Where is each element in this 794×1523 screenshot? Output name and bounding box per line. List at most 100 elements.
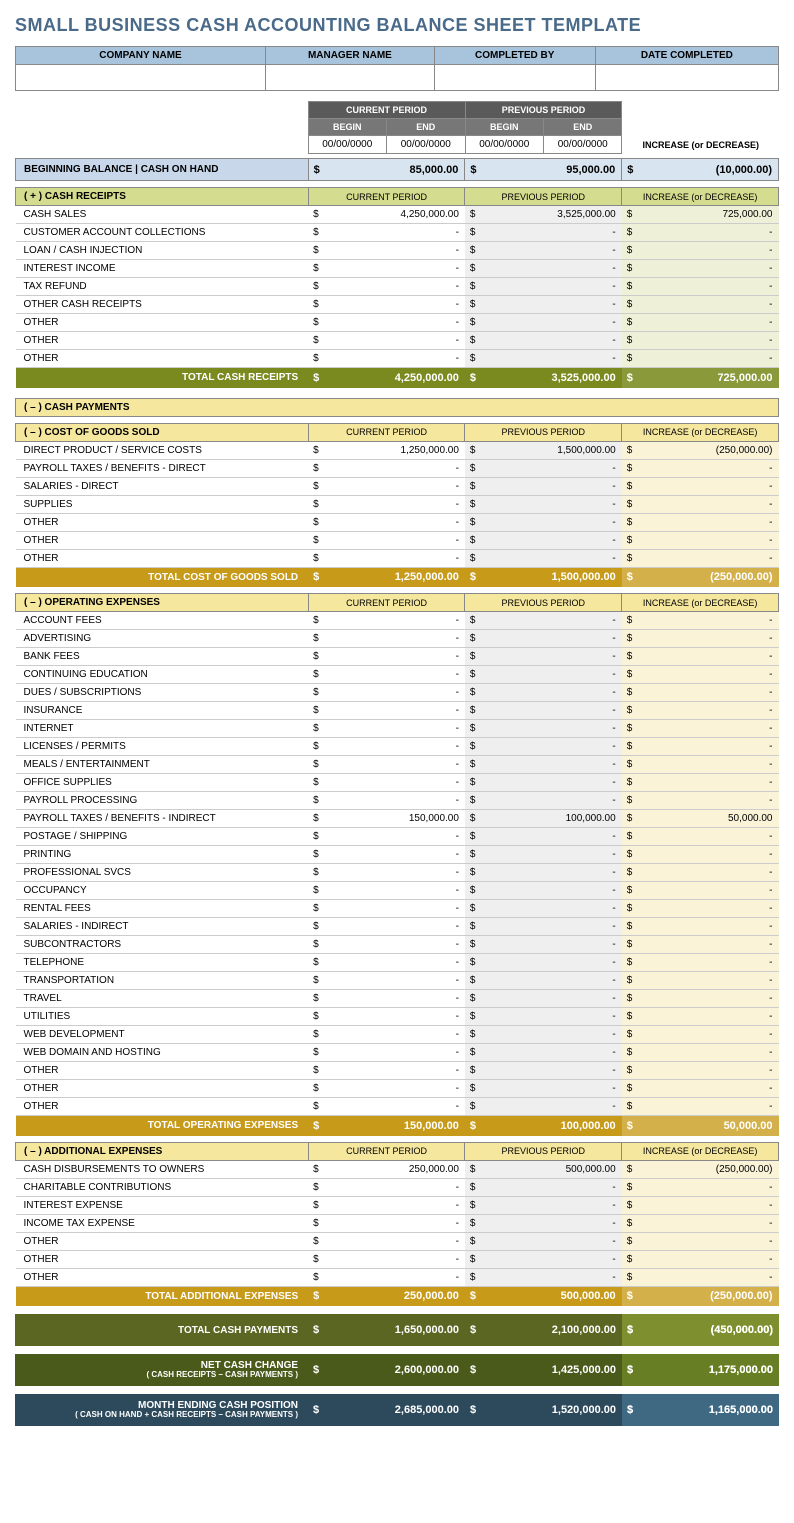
- row-cur: $-: [308, 756, 465, 774]
- row-diff: $-: [622, 792, 779, 810]
- row-cur: $-: [308, 828, 465, 846]
- row-diff: $-: [622, 954, 779, 972]
- data-row: SALARIES - DIRECT $-$-$-: [16, 477, 779, 495]
- row-diff: $-: [622, 648, 779, 666]
- total-prev: $1,500,000.00: [465, 567, 622, 587]
- completedby-input[interactable]: [434, 65, 595, 91]
- row-diff: $-: [622, 1044, 779, 1062]
- row-label: OTHER: [16, 1232, 309, 1250]
- row-diff: $-: [622, 1232, 779, 1250]
- total-row: TOTAL OPERATING EXPENSES $150,000.00$100…: [16, 1116, 779, 1136]
- row-prev: $-: [465, 549, 622, 567]
- row-prev: $-: [465, 495, 622, 513]
- row-prev: $-: [465, 242, 622, 260]
- date-input[interactable]: [595, 65, 778, 91]
- data-row: LICENSES / PERMITS $-$-$-: [16, 738, 779, 756]
- row-label: RENTAL FEES: [16, 900, 309, 918]
- row-cur: $-: [308, 846, 465, 864]
- total-prev: $3,525,000.00: [465, 368, 622, 388]
- row-cur: $-: [308, 864, 465, 882]
- row-cur: $-: [308, 990, 465, 1008]
- data-row: PAYROLL PROCESSING $-$-$-: [16, 792, 779, 810]
- total-diff: $50,000.00: [622, 1116, 779, 1136]
- col-diff: INCREASE (or DECREASE): [622, 188, 779, 206]
- col-cur: CURRENT PERIOD: [308, 1142, 465, 1160]
- data-row: TELEPHONE $-$-$-: [16, 954, 779, 972]
- row-diff: $-: [622, 1026, 779, 1044]
- row-label: OTHER: [16, 350, 309, 368]
- row-diff: $-: [622, 549, 779, 567]
- company-header: COMPANY NAME: [16, 47, 266, 65]
- data-row: TAX REFUND $-$-$-: [16, 278, 779, 296]
- data-row: OTHER $-$-$-: [16, 332, 779, 350]
- prev-begin-date[interactable]: 00/00/0000: [465, 136, 543, 154]
- summary-row: MONTH ENDING CASH POSITION( CASH ON HAND…: [15, 1394, 779, 1426]
- data-row: SUPPLIES $-$-$-: [16, 495, 779, 513]
- data-row: OTHER $-$-$-: [16, 1062, 779, 1080]
- row-diff: $-: [622, 1250, 779, 1268]
- data-row: OTHER $-$-$-: [16, 1080, 779, 1098]
- current-period-header: CURRENT PERIOD: [308, 102, 465, 119]
- row-cur: $-: [308, 918, 465, 936]
- row-prev: $-: [465, 954, 622, 972]
- data-row: OCCUPANCY $-$-$-: [16, 882, 779, 900]
- row-cur: $-: [308, 1044, 465, 1062]
- row-cur: $-: [308, 1062, 465, 1080]
- row-diff: $50,000.00: [622, 810, 779, 828]
- row-diff: $725,000.00: [622, 206, 779, 224]
- row-diff: $-: [622, 612, 779, 630]
- row-prev: $-: [465, 1098, 622, 1116]
- company-input[interactable]: [16, 65, 266, 91]
- prev-end-date[interactable]: 00/00/0000: [543, 136, 621, 154]
- row-diff: $-: [622, 1268, 779, 1286]
- summary-cur: $2,685,000.00: [308, 1394, 465, 1426]
- col-cur: CURRENT PERIOD: [308, 423, 465, 441]
- row-label: TELEPHONE: [16, 954, 309, 972]
- prev-end-label: END: [543, 119, 621, 136]
- row-prev: $-: [465, 1026, 622, 1044]
- summary-prev: $2,100,000.00: [465, 1314, 622, 1346]
- row-cur: $-: [308, 278, 465, 296]
- section-header: ( – ) COST OF GOODS SOLD: [16, 423, 309, 441]
- summary-label: NET CASH CHANGE( CASH RECEIPTS – CASH PA…: [15, 1354, 308, 1386]
- row-label: PAYROLL PROCESSING: [16, 792, 309, 810]
- row-diff: $(250,000.00): [622, 441, 779, 459]
- total-label: TOTAL CASH RECEIPTS: [16, 368, 309, 388]
- summary-label: TOTAL CASH PAYMENTS: [15, 1314, 308, 1346]
- summary-prev: $1,520,000.00: [465, 1394, 622, 1426]
- data-row: TRAVEL $-$-$-: [16, 990, 779, 1008]
- row-cur: $-: [308, 1250, 465, 1268]
- row-label: DIRECT PRODUCT / SERVICE COSTS: [16, 441, 309, 459]
- row-diff: $-: [622, 459, 779, 477]
- row-label: OTHER: [16, 332, 309, 350]
- data-row: INTEREST INCOME $-$-$-: [16, 260, 779, 278]
- data-row: CHARITABLE CONTRIBUTIONS $-$-$-: [16, 1178, 779, 1196]
- row-diff: $-: [622, 720, 779, 738]
- row-prev: $-: [465, 1080, 622, 1098]
- row-label: PRINTING: [16, 846, 309, 864]
- summary-row: TOTAL CASH PAYMENTS $1,650,000.00$2,100,…: [15, 1314, 779, 1346]
- row-prev: $-: [465, 1062, 622, 1080]
- period-table: CURRENT PERIOD PREVIOUS PERIOD BEGIN END…: [15, 101, 779, 154]
- data-row: INSURANCE $-$-$-: [16, 702, 779, 720]
- row-diff: $(250,000.00): [622, 1160, 779, 1178]
- row-label: PAYROLL TAXES / BENEFITS - DIRECT: [16, 459, 309, 477]
- summary-prev: $1,425,000.00: [465, 1354, 622, 1386]
- row-diff: $-: [622, 1178, 779, 1196]
- cur-end-date[interactable]: 00/00/0000: [387, 136, 465, 154]
- row-prev: $-: [465, 224, 622, 242]
- data-row: CASH DISBURSEMENTS TO OWNERS $250,000.00…: [16, 1160, 779, 1178]
- row-prev: $1,500,000.00: [465, 441, 622, 459]
- cur-end-label: END: [387, 119, 465, 136]
- row-label: DUES / SUBSCRIPTIONS: [16, 684, 309, 702]
- row-cur: $-: [308, 495, 465, 513]
- row-prev: $-: [465, 314, 622, 332]
- row-cur: $-: [308, 1080, 465, 1098]
- row-cur: $-: [308, 549, 465, 567]
- row-diff: $-: [622, 1196, 779, 1214]
- row-label: OTHER: [16, 1098, 309, 1116]
- data-row: CUSTOMER ACCOUNT COLLECTIONS $-$-$-: [16, 224, 779, 242]
- manager-input[interactable]: [266, 65, 435, 91]
- row-label: CASH SALES: [16, 206, 309, 224]
- cur-begin-date[interactable]: 00/00/0000: [308, 136, 386, 154]
